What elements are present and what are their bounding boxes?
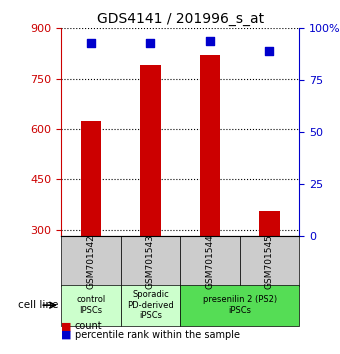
Text: presenilin 2 (PS2)
iPSCs: presenilin 2 (PS2) iPSCs: [203, 296, 277, 315]
Text: GSM701543: GSM701543: [146, 234, 155, 289]
FancyBboxPatch shape: [61, 236, 121, 286]
Text: ■: ■: [61, 330, 72, 340]
Point: [88, 40, 94, 46]
Text: GSM701544: GSM701544: [205, 234, 215, 289]
Bar: [200, 55, 220, 236]
Bar: [81, 121, 101, 236]
FancyBboxPatch shape: [61, 285, 121, 326]
Text: Sporadic
PD-derived
iPSCs: Sporadic PD-derived iPSCs: [127, 290, 174, 320]
FancyBboxPatch shape: [180, 285, 299, 326]
FancyBboxPatch shape: [240, 236, 299, 286]
Point: [267, 48, 272, 54]
Text: count: count: [75, 321, 102, 331]
Title: GDS4141 / 201996_s_at: GDS4141 / 201996_s_at: [97, 12, 264, 26]
Point: [148, 40, 153, 46]
Text: percentile rank within the sample: percentile rank within the sample: [75, 330, 240, 340]
Text: control
IPSCs: control IPSCs: [76, 296, 106, 315]
Point: [207, 38, 213, 44]
FancyBboxPatch shape: [180, 236, 240, 286]
FancyBboxPatch shape: [121, 236, 180, 286]
Text: GSM701545: GSM701545: [265, 234, 274, 289]
FancyBboxPatch shape: [121, 285, 180, 326]
Bar: [259, 211, 280, 236]
Text: ■: ■: [61, 321, 72, 331]
Bar: [140, 65, 161, 236]
Text: GSM701542: GSM701542: [86, 234, 96, 289]
Text: cell line: cell line: [18, 300, 58, 310]
